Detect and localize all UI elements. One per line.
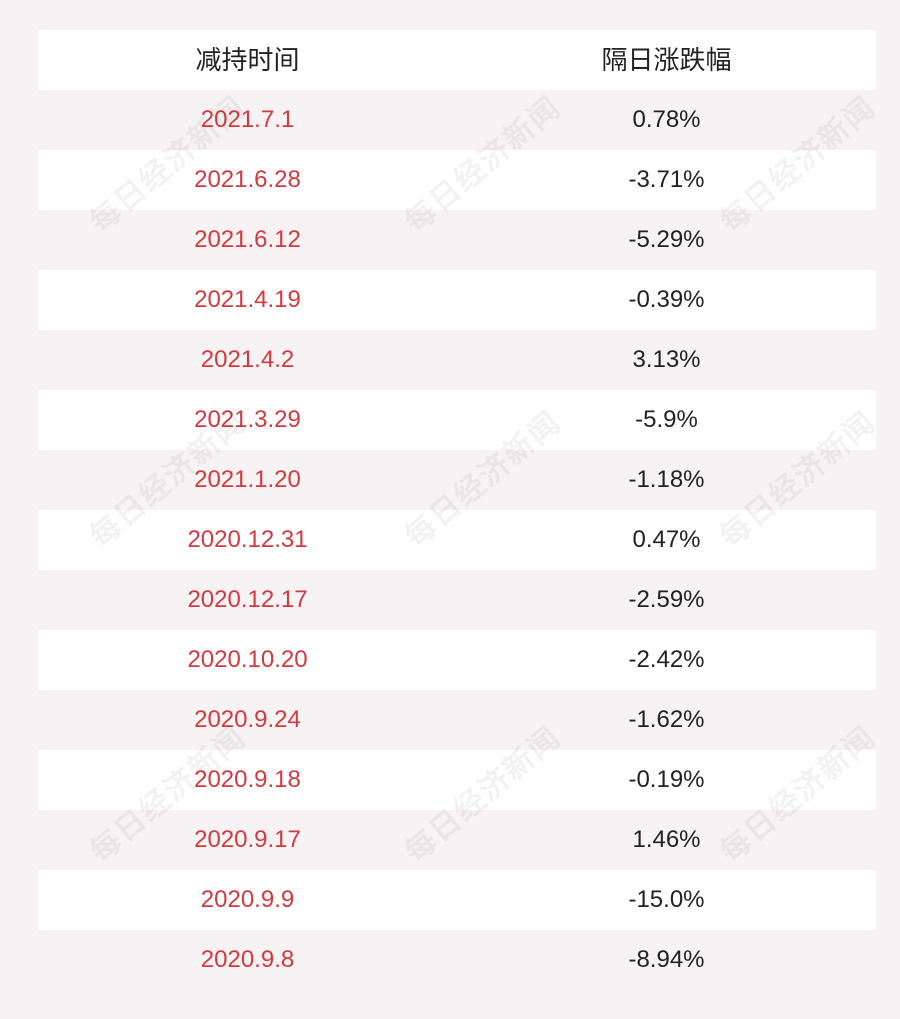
table-header: 减持时间 隔日涨跌幅 bbox=[38, 30, 876, 90]
row-change: 1.46% bbox=[632, 826, 701, 853]
table-row: 2021.6.28 -3.71% bbox=[38, 150, 876, 210]
table-row: 2021.3.29 -5.9% bbox=[38, 390, 876, 450]
table-row: 2020.12.31 0.47% bbox=[38, 510, 876, 570]
row-date: 2021.1.20 bbox=[194, 466, 301, 493]
row-date: 2020.9.24 bbox=[194, 706, 301, 733]
row-change: -2.59% bbox=[628, 586, 705, 613]
row-change: -1.62% bbox=[628, 706, 705, 733]
header-date: 减持时间 bbox=[195, 45, 300, 75]
row-date: 2021.4.19 bbox=[194, 286, 301, 313]
row-change: -8.94% bbox=[628, 946, 705, 973]
table-row: 2021.1.20 -1.18% bbox=[38, 450, 876, 510]
row-date: 2020.12.31 bbox=[187, 526, 308, 553]
row-date: 2020.10.20 bbox=[187, 646, 308, 673]
row-date: 2021.4.2 bbox=[200, 346, 295, 373]
row-date: 2020.12.17 bbox=[187, 586, 308, 613]
row-change: -1.18% bbox=[628, 466, 705, 493]
table-row: 2020.9.24 -1.62% bbox=[38, 690, 876, 750]
row-change: -0.19% bbox=[628, 766, 705, 793]
table-row: 2021.4.19 -0.39% bbox=[38, 270, 876, 330]
table-row: 2021.6.12 -5.29% bbox=[38, 210, 876, 270]
row-change: -0.39% bbox=[628, 286, 705, 313]
reduction-table: 减持时间 隔日涨跌幅 2021.7.1 0.78% 2021.6.28 -3.71% 2… bbox=[38, 30, 876, 990]
row-change: -15.0% bbox=[628, 886, 705, 913]
row-change: -2.42% bbox=[628, 646, 705, 673]
row-change: -5.29% bbox=[628, 226, 705, 253]
row-date: 2020.9.18 bbox=[194, 766, 301, 793]
row-date: 2020.9.17 bbox=[194, 826, 301, 853]
row-date: 2021.6.28 bbox=[194, 166, 301, 193]
table-row: 2020.10.20 -2.42% bbox=[38, 630, 876, 690]
row-change: 3.13% bbox=[632, 346, 701, 373]
row-change: 0.78% bbox=[632, 106, 701, 133]
table-row: 2020.9.9 -15.0% bbox=[38, 870, 876, 930]
row-date: 2020.9.8 bbox=[200, 946, 295, 973]
row-date: 2021.7.1 bbox=[200, 106, 295, 133]
row-change: -5.9% bbox=[635, 406, 698, 433]
row-date: 2021.3.29 bbox=[194, 406, 301, 433]
row-date: 2021.6.12 bbox=[194, 226, 301, 253]
table-row: 2020.9.8 -8.94% bbox=[38, 930, 876, 990]
row-change: 0.47% bbox=[632, 526, 701, 553]
table-row: 2021.7.1 0.78% bbox=[38, 90, 876, 150]
header-change: 隔日涨跌幅 bbox=[601, 45, 732, 75]
row-change: -3.71% bbox=[628, 166, 705, 193]
table-body: 2021.7.1 0.78% 2021.6.28 -3.71% 2021.6.12 -5.… bbox=[38, 90, 876, 990]
table-row: 2021.4.2 3.13% bbox=[38, 330, 876, 390]
table-row: 2020.9.18 -0.19% bbox=[38, 750, 876, 810]
table-row: 2020.12.17 -2.59% bbox=[38, 570, 876, 630]
table-row: 2020.9.17 1.46% bbox=[38, 810, 876, 870]
row-date: 2020.9.9 bbox=[200, 886, 295, 913]
